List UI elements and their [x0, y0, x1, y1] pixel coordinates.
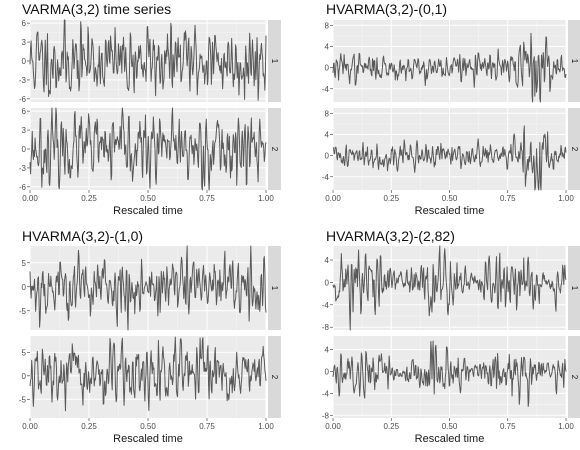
panel-title-hvarma-282: HVARMA(3,2)-(2,82) — [326, 228, 455, 244]
y-tick-label: 8 — [325, 21, 330, 30]
x-tick-label: 0.75 — [500, 422, 516, 431]
series-line-1 — [332, 32, 567, 103]
facet-strip-label: 2 — [270, 375, 279, 380]
y-tick-label: 0 — [325, 152, 330, 161]
series-line-2 — [332, 125, 567, 191]
x-tick-label: 1.00 — [258, 422, 274, 431]
facet-strip-label: 1 — [570, 59, 579, 64]
y-tick-label: 0 — [22, 57, 27, 66]
series-line-2 — [29, 336, 267, 412]
x-tick-label: 0.75 — [500, 194, 516, 203]
y-tick-label: 0 — [22, 283, 27, 292]
panel-title-varma: VARMA(3,2) time series — [22, 1, 172, 17]
y-tick-label: -6 — [19, 183, 27, 192]
y-tick-label: 0 — [325, 278, 330, 287]
y-tick-label: 5 — [22, 348, 27, 357]
y-tick-label: -5 — [19, 307, 27, 316]
x-tick-label: 0.25 — [81, 194, 97, 203]
panel-title-hvarma-10: HVARMA(3,2)-(1,0) — [22, 228, 144, 244]
y-tick-label: 4 — [325, 346, 330, 355]
x-tick-label: 0.00 — [22, 194, 38, 203]
facet-strip-label: 2 — [570, 147, 579, 152]
y-tick-label: 4 — [325, 130, 330, 139]
y-tick-label: -4 — [322, 389, 330, 398]
y-tick-label: 5 — [22, 259, 27, 268]
facet-strip — [568, 108, 580, 190]
y-tick-label: 3 — [22, 38, 27, 47]
x-tick-label: 1.00 — [258, 194, 274, 203]
x-tick-label: 1.00 — [558, 194, 574, 203]
x-tick-label: 0.50 — [442, 194, 458, 203]
x-tick-label: 0.00 — [22, 422, 38, 431]
series-line-2 — [332, 340, 567, 407]
series-line-1 — [29, 19, 267, 101]
x-tick-label: 1.00 — [558, 422, 574, 431]
facet-strip — [568, 20, 580, 102]
x-tick-label: 0.75 — [199, 422, 215, 431]
facet-strip — [268, 246, 281, 330]
x-axis-title: Rescaled time — [415, 205, 485, 217]
x-tick-label: 0.25 — [383, 422, 399, 431]
facet-strip — [268, 108, 281, 190]
x-tick-label: 0.50 — [140, 422, 156, 431]
y-tick-label: 3 — [22, 126, 27, 135]
y-tick-label: -4 — [322, 301, 330, 310]
facet-strip-label: 1 — [570, 286, 579, 291]
facet-strip-label: 1 — [270, 59, 279, 64]
facet-strip — [268, 336, 281, 418]
y-tick-label: -5 — [19, 395, 27, 404]
facet-strip — [268, 20, 281, 102]
series-line-1 — [332, 245, 567, 331]
y-tick-label: 6 — [22, 107, 27, 116]
y-tick-label: -6 — [19, 95, 27, 104]
x-tick-label: 0.50 — [442, 422, 458, 431]
x-tick-label: 0.25 — [383, 194, 399, 203]
series-line-2 — [29, 107, 267, 191]
y-tick-label: 0 — [325, 64, 330, 73]
x-axis-title: Rescaled time — [415, 433, 485, 445]
y-tick-label: 4 — [325, 42, 330, 51]
series-line-1 — [29, 245, 267, 331]
y-tick-label: 0 — [22, 372, 27, 381]
y-tick-label: 6 — [22, 19, 27, 28]
x-tick-label: 0.00 — [325, 194, 341, 203]
x-axis-title: Rescaled time — [113, 433, 183, 445]
y-tick-label: -4 — [322, 173, 330, 182]
facet-strip — [568, 246, 580, 330]
panel-title-hvarma-01: HVARMA(3,2)-(0,1) — [326, 1, 448, 17]
y-tick-label: -3 — [19, 164, 27, 173]
y-tick-label: 8 — [325, 109, 330, 118]
x-axis-title: Rescaled time — [113, 205, 183, 217]
y-tick-label: 4 — [325, 256, 330, 265]
y-tick-label: -4 — [322, 85, 330, 94]
facet-strip-label: 2 — [270, 147, 279, 152]
x-tick-label: 0.25 — [81, 422, 97, 431]
y-tick-label: -8 — [322, 411, 330, 420]
y-tick-label: 0 — [22, 145, 27, 154]
x-tick-label: 0.75 — [199, 194, 215, 203]
facet-strip — [568, 336, 580, 418]
x-tick-label: 0.00 — [325, 422, 341, 431]
facet-strip-label: 2 — [570, 375, 579, 380]
facet-strip-label: 1 — [270, 286, 279, 291]
y-tick-label: 0 — [325, 368, 330, 377]
y-tick-label: -8 — [322, 323, 330, 332]
y-tick-label: -3 — [19, 76, 27, 85]
x-tick-label: 0.50 — [140, 194, 156, 203]
